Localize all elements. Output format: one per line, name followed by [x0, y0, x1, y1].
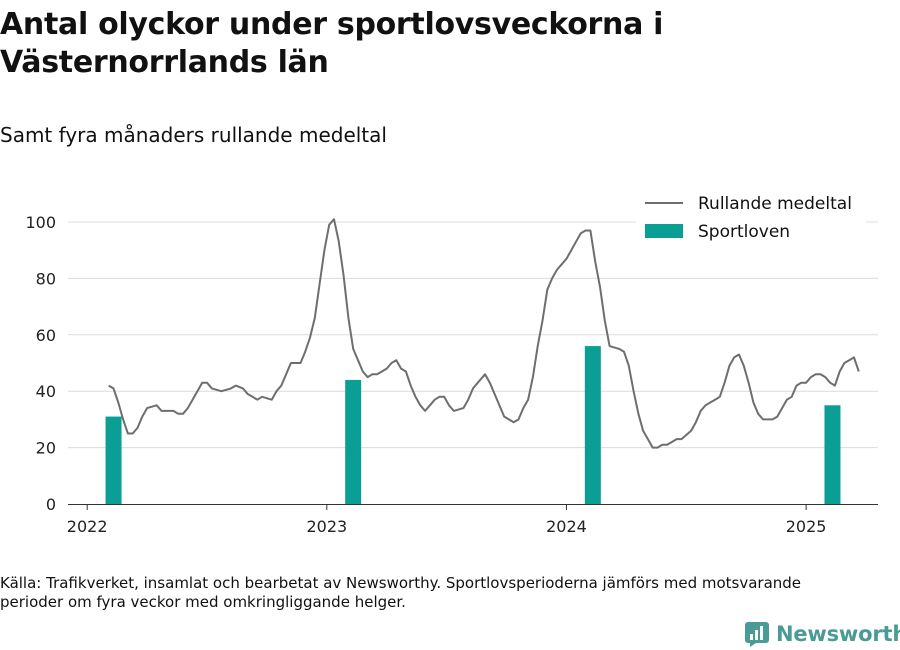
- legend-box: [636, 188, 866, 250]
- brand-name: Newsworthy: [776, 622, 900, 646]
- bar-sportloven: [584, 346, 601, 504]
- bar-sportloven: [105, 416, 122, 504]
- bar-sportloven: [345, 379, 362, 504]
- x-tick-label: 2024: [546, 517, 587, 536]
- y-tick-label: 0: [46, 495, 56, 514]
- source-note: Källa: Trafikverket, insamlat och bearbe…: [0, 574, 802, 611]
- newsworthy-logo-icon: [745, 622, 769, 647]
- legend-label-bar: Sportloven: [698, 222, 790, 242]
- x-tick-label: 2025: [786, 517, 827, 536]
- y-tick-label: 60: [36, 326, 56, 345]
- bar-sportloven: [824, 405, 841, 504]
- line-rullande-medeltal: [108, 218, 860, 449]
- brand-logo: Newsworthy: [744, 619, 900, 649]
- chart-subtitle: Samt fyra månaders rullande medeltal: [0, 123, 387, 147]
- y-tick-label: 40: [36, 382, 56, 401]
- x-tick-label: 2023: [306, 517, 347, 536]
- y-tick-label: 100: [25, 213, 56, 232]
- legend-bar-swatch: [645, 224, 683, 238]
- x-tick-label: 2022: [67, 517, 108, 536]
- y-tick-label: 80: [36, 269, 56, 288]
- chart-title: Antal olyckor under sportlovsveckorna i …: [0, 7, 664, 80]
- chart: 0 20 40 60 80 100 2022 2023 2024 2025 Rullande med…: [25, 188, 878, 536]
- legend-label-line: Rullande medeltal: [698, 194, 852, 214]
- y-tick-label: 20: [36, 439, 56, 458]
